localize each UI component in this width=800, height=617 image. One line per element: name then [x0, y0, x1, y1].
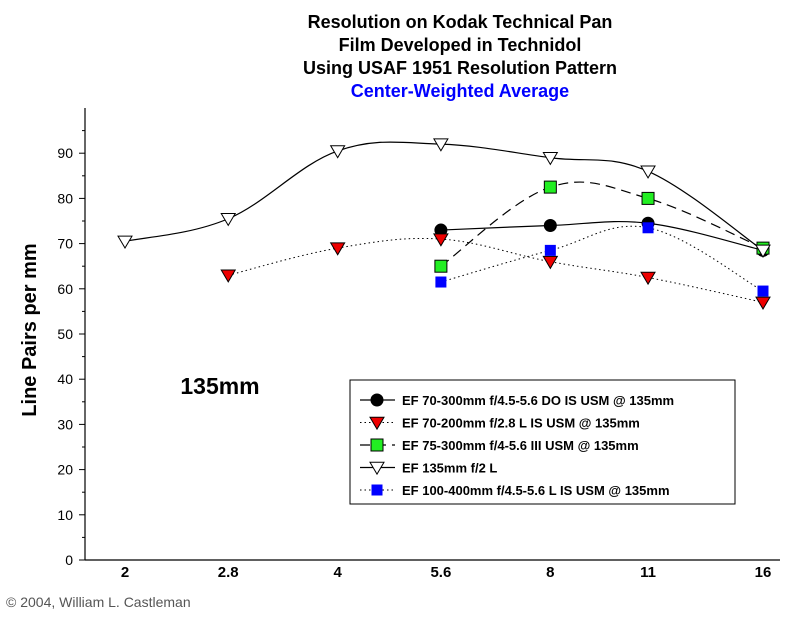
chart-subtitle: Center-Weighted Average — [351, 81, 569, 101]
data-point — [642, 222, 654, 234]
data-point — [544, 244, 556, 256]
x-tick-label: 11 — [640, 564, 656, 581]
chart-title-line: Resolution on Kodak Technical Pan — [308, 12, 613, 32]
chart-titles: Resolution on Kodak Technical Pan Film De… — [303, 12, 617, 101]
legend-item: EF 100-400mm f/4.5-5.6 L IS USM @ 135mm — [360, 483, 670, 498]
legend-box — [349, 379, 736, 505]
legend-label: EF 135mm f/2 L — [402, 461, 497, 476]
legend-label: EF 75-300mm f/4-5.6 III USM @ 135mm — [402, 438, 639, 453]
legend-item: EF 135mm f/2 L — [360, 461, 497, 476]
x-tick-label: 8 — [546, 564, 554, 581]
legend-marker — [370, 438, 384, 452]
data-point — [542, 151, 559, 166]
legend-label: EF 100-400mm f/4.5-5.6 L IS USM @ 135mm — [402, 483, 670, 498]
series-3 — [117, 138, 771, 259]
legend-item: EF 70-200mm f/2.8 L IS USM @ 135mm — [360, 416, 640, 431]
series-line — [440, 225, 764, 292]
data-point — [434, 259, 448, 273]
legend: EF 70-300mm f/4.5-5.6 DO IS USM @ 135mm E… — [349, 379, 736, 505]
x-tick-label: 16 — [755, 564, 772, 581]
data-point — [329, 145, 346, 159]
data-point — [220, 212, 237, 227]
data-point — [433, 138, 449, 152]
series-4 — [435, 222, 769, 297]
x-tick-label: 2.8 — [218, 564, 239, 581]
y-tick-label: 90 — [57, 145, 73, 161]
focal-length-annotation: 135mm — [180, 373, 259, 399]
x-tick-label: 4 — [333, 564, 342, 581]
data-point — [435, 276, 447, 288]
series-layer — [117, 138, 771, 310]
series-line — [440, 220, 764, 251]
legend-item: EF 75-300mm f/4-5.6 III USM @ 135mm — [360, 438, 639, 453]
data-point — [543, 219, 557, 233]
series-line — [228, 237, 764, 303]
data-point — [757, 285, 769, 297]
data-point — [117, 235, 133, 249]
y-tick-label: 80 — [57, 190, 73, 206]
y-tick-label: 10 — [57, 507, 73, 523]
data-point — [641, 191, 655, 205]
y-tick-label: 50 — [57, 326, 73, 342]
data-point — [640, 165, 656, 179]
y-axis-title: Line Pairs per mm — [19, 243, 41, 416]
data-point — [640, 271, 656, 286]
legend-marker — [369, 461, 385, 476]
chart-title-line: Film Developed in Technidol — [339, 35, 582, 55]
y-tick-label: 20 — [57, 462, 73, 478]
legend-marker — [369, 416, 385, 431]
legend-label: EF 70-200mm f/2.8 L IS USM @ 135mm — [402, 416, 640, 431]
data-point — [542, 255, 559, 270]
x-tick-label: 2 — [121, 564, 129, 581]
y-tick-label: 40 — [57, 371, 73, 387]
y-tick-label: 70 — [57, 236, 73, 252]
chart-title-line: Using USAF 1951 Resolution Pattern — [303, 58, 617, 78]
data-point — [329, 242, 346, 256]
legend-marker — [370, 393, 384, 407]
legend-marker — [371, 484, 383, 496]
series-2 — [434, 180, 770, 273]
data-point — [543, 180, 557, 194]
series-line — [440, 181, 764, 267]
data-point — [433, 233, 449, 247]
x-tick-label: 5.6 — [430, 564, 451, 581]
data-point — [755, 244, 771, 259]
annotation-layer: 135mm — [180, 373, 259, 399]
data-point — [220, 269, 237, 283]
legend-label: EF 70-300mm f/4.5-5.6 DO IS USM @ 135mm — [402, 393, 674, 408]
y-tick-label: 0 — [65, 552, 73, 568]
series-1 — [220, 233, 771, 310]
copyright: © 2004, William L. Castleman — [6, 594, 191, 610]
y-tick-label: 30 — [57, 416, 73, 432]
data-point — [755, 296, 771, 310]
axes: 0 10 20 30 40 50 60 70 80 90 2 2.8 4 5.6 8 11 16 Line Pai… — [19, 108, 780, 581]
legend-item: EF 70-300mm f/4.5-5.6 DO IS USM @ 135mm — [360, 393, 674, 408]
y-tick-label: 60 — [57, 281, 73, 297]
series-0 — [434, 216, 770, 257]
